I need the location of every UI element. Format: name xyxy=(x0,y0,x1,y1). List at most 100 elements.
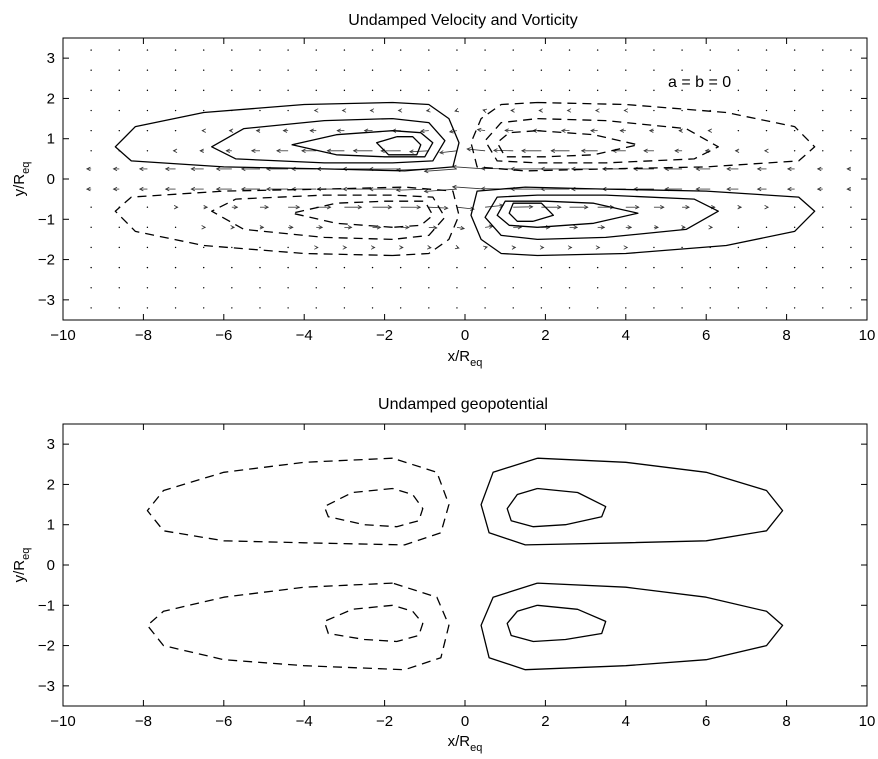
x-tick-label: 4 xyxy=(622,713,630,730)
positive-contour xyxy=(291,130,434,158)
y-tick-label: 1 xyxy=(47,131,55,148)
x-tick-label: −10 xyxy=(50,327,75,344)
arrow-dot xyxy=(540,89,543,92)
x-tick-label: −6 xyxy=(215,713,232,730)
positive-contour xyxy=(484,194,719,241)
arrow-dot xyxy=(456,49,458,51)
x-tick-label: 8 xyxy=(782,327,790,344)
arrow-dot xyxy=(118,226,120,229)
arrow-dot xyxy=(118,287,120,289)
negative-contour xyxy=(146,582,450,671)
arrow-dot xyxy=(231,287,233,289)
arrow-dot xyxy=(765,307,768,309)
arrow-dot xyxy=(343,266,346,269)
arrow-head xyxy=(707,128,713,133)
negative-contour xyxy=(484,117,719,164)
arrow-head xyxy=(600,225,606,230)
arrow-head xyxy=(419,128,425,134)
arrow-head xyxy=(466,147,471,152)
arrow-head xyxy=(635,205,640,210)
arrow-dot xyxy=(653,287,655,289)
arrow-dot xyxy=(90,206,92,208)
arrow-head xyxy=(255,128,261,133)
arrow-dot xyxy=(850,287,852,289)
arrow-head xyxy=(786,166,792,172)
arrow-head xyxy=(454,108,460,113)
vorticity-contours xyxy=(114,101,816,257)
arrow-dot xyxy=(146,307,149,309)
arrow-dot xyxy=(146,89,149,92)
y-tick-label: 3 xyxy=(47,436,55,453)
arrow-head xyxy=(846,186,851,192)
arrow-dot xyxy=(540,266,543,269)
arrow-dot xyxy=(371,69,374,71)
arrow-dot xyxy=(568,287,571,289)
arrow-head xyxy=(685,205,690,210)
arrow-dot xyxy=(512,89,514,92)
arrow-head xyxy=(681,225,686,230)
arrow-head xyxy=(756,166,762,172)
arrow-dot xyxy=(484,287,486,289)
arrow-head xyxy=(594,108,600,113)
velocity-arrow xyxy=(424,168,457,172)
arrow-head xyxy=(172,148,178,153)
arrow-head xyxy=(560,128,566,133)
y-tick-label: 2 xyxy=(47,476,55,493)
arrow-dot xyxy=(822,69,824,71)
arrow-dot xyxy=(428,89,430,92)
arrow-head xyxy=(405,225,410,230)
arrow-dot xyxy=(822,206,824,208)
arrow-head xyxy=(164,166,170,172)
arrow-head xyxy=(228,128,234,133)
arrow-dot xyxy=(793,109,796,112)
arrow-dot xyxy=(737,266,740,269)
arrow-dot xyxy=(174,109,177,112)
arrow-dot xyxy=(118,307,120,309)
arrow-dot xyxy=(343,89,346,92)
arrow-dot xyxy=(399,307,402,309)
arrow-head xyxy=(259,225,265,230)
arrow-dot xyxy=(146,266,149,269)
arrow-head xyxy=(112,166,118,172)
arrow-dot xyxy=(287,287,289,289)
arrow-dot xyxy=(456,266,458,269)
arrow-dot xyxy=(850,109,852,112)
y-tick-label: −3 xyxy=(38,292,55,309)
arrow-head xyxy=(427,245,432,250)
arrow-dot xyxy=(850,266,852,269)
y-tick-label: 2 xyxy=(47,90,55,107)
x-tick-label: 2 xyxy=(541,713,549,730)
arrow-dot xyxy=(709,287,711,289)
arrow-dot xyxy=(118,246,120,249)
arrow-dot xyxy=(793,49,796,51)
negative-contour xyxy=(470,101,816,172)
arrow-head xyxy=(250,148,256,153)
arrow-dot xyxy=(568,69,571,71)
arrow-dot xyxy=(653,69,655,71)
arrow-dot xyxy=(484,89,486,92)
arrow-dot xyxy=(737,69,740,71)
arrow-dot xyxy=(737,109,740,112)
arrow-head xyxy=(623,108,629,113)
annotation-label: a = b = 0 xyxy=(668,74,731,91)
arrow-dot xyxy=(765,89,768,92)
x-tick-label: −8 xyxy=(135,713,152,730)
arrow-dot xyxy=(765,69,768,71)
arrow-dot xyxy=(146,246,149,249)
arrow-dot xyxy=(146,226,149,229)
arrow-dot xyxy=(259,109,261,112)
y-tick-label: 3 xyxy=(47,50,55,67)
arrow-head xyxy=(85,186,91,192)
arrow-head xyxy=(326,148,332,153)
arrow-dot xyxy=(653,89,655,92)
negative-contour xyxy=(291,200,434,228)
arrow-dot xyxy=(287,49,289,51)
negative-contour xyxy=(496,130,639,158)
arrow-dot xyxy=(90,150,92,152)
arrow-dot xyxy=(90,49,92,51)
arrow-dot xyxy=(793,129,796,132)
arrow-head xyxy=(301,148,306,153)
arrow-dot xyxy=(625,287,627,289)
arrow-dot xyxy=(259,49,261,51)
